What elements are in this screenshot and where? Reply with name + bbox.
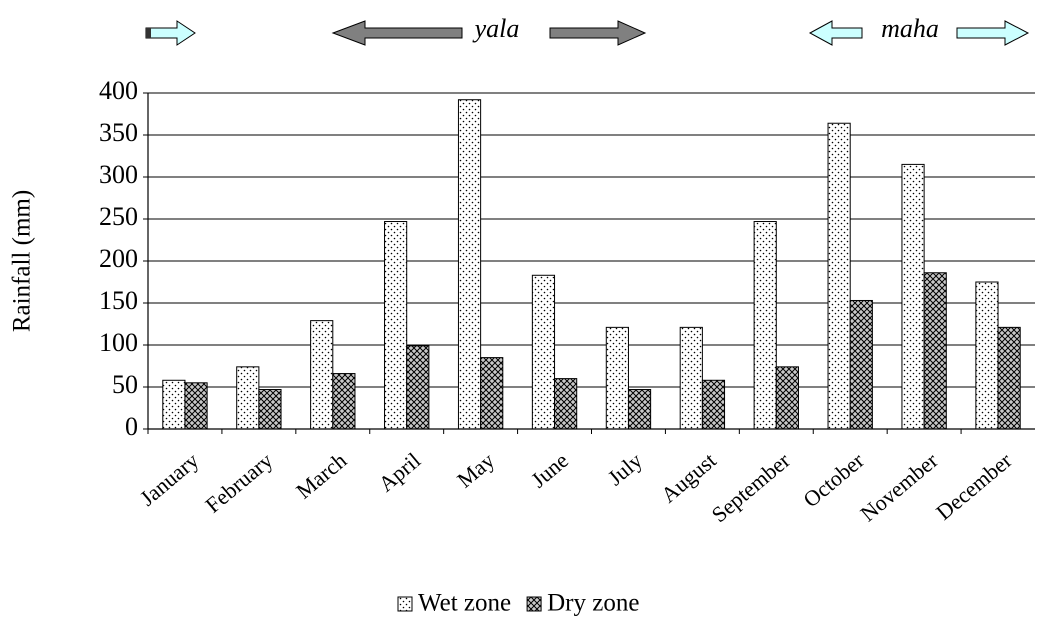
bar: [998, 327, 1020, 429]
y-tick-label: 50: [112, 370, 138, 399]
bar: [754, 222, 776, 429]
y-tick-label: 300: [99, 160, 138, 189]
bar: [976, 282, 998, 429]
bar: [828, 123, 850, 429]
bar: [481, 358, 503, 429]
legend-swatch: [527, 597, 541, 611]
arrow: [957, 21, 1028, 45]
bar: [163, 380, 185, 429]
x-tick-label: January: [135, 448, 203, 511]
arrow: [333, 21, 462, 45]
x-tick-label: August: [656, 448, 721, 508]
annotation: yala: [472, 14, 520, 43]
y-tick-label: 200: [99, 244, 138, 273]
bar: [902, 164, 924, 429]
arrow: [810, 21, 862, 45]
bar: [333, 374, 355, 429]
x-tick-label: October: [798, 447, 869, 512]
bar: [185, 383, 207, 429]
y-tick-label: 150: [99, 286, 138, 315]
bar: [407, 346, 429, 429]
bar: [555, 379, 577, 429]
bar: [606, 327, 628, 429]
x-tick-label: July: [603, 448, 647, 491]
page: yala maha Rainfall (mm) 0 50 100 150 200 250 3…: [0, 0, 1037, 620]
y-tick-label: 0: [125, 412, 138, 441]
bar: [680, 327, 702, 429]
bar: [776, 367, 798, 429]
x-tick-label: June: [526, 448, 573, 493]
x-tick-label: November: [855, 447, 943, 526]
arrow-tail: [146, 28, 151, 38]
legend-swatch: [398, 597, 412, 611]
legend-label: Wet zone: [418, 590, 511, 617]
y-axis-title: Rainfall (mm): [9, 190, 36, 332]
bar: [311, 321, 333, 429]
x-tick-label: April: [374, 448, 426, 497]
bar: [237, 367, 259, 429]
y-tick-label: 250: [99, 202, 138, 231]
x-tick-label: March: [291, 448, 351, 504]
x-tick-label: May: [452, 448, 499, 493]
bar: [458, 100, 480, 429]
bar: [702, 380, 724, 429]
bar: [259, 390, 281, 429]
arrow: [550, 21, 645, 45]
x-tick-label: December: [931, 447, 1017, 525]
bar: [924, 273, 946, 429]
x-tick-label: February: [200, 448, 277, 518]
bar: [628, 390, 650, 429]
bar: [385, 222, 407, 429]
arrow: [146, 21, 195, 45]
y-tick-label: 400: [99, 76, 138, 105]
bar: [532, 275, 554, 429]
y-tick-label: 350: [99, 118, 138, 147]
chart: yala maha Rainfall (mm) 0 50 100 150 200 250 3…: [0, 0, 1037, 620]
legend-label: Dry zone: [547, 590, 639, 617]
y-tick-label: 100: [99, 328, 138, 357]
annotation: maha: [881, 14, 939, 43]
x-tick-label: September: [707, 447, 796, 527]
bar: [850, 300, 872, 429]
